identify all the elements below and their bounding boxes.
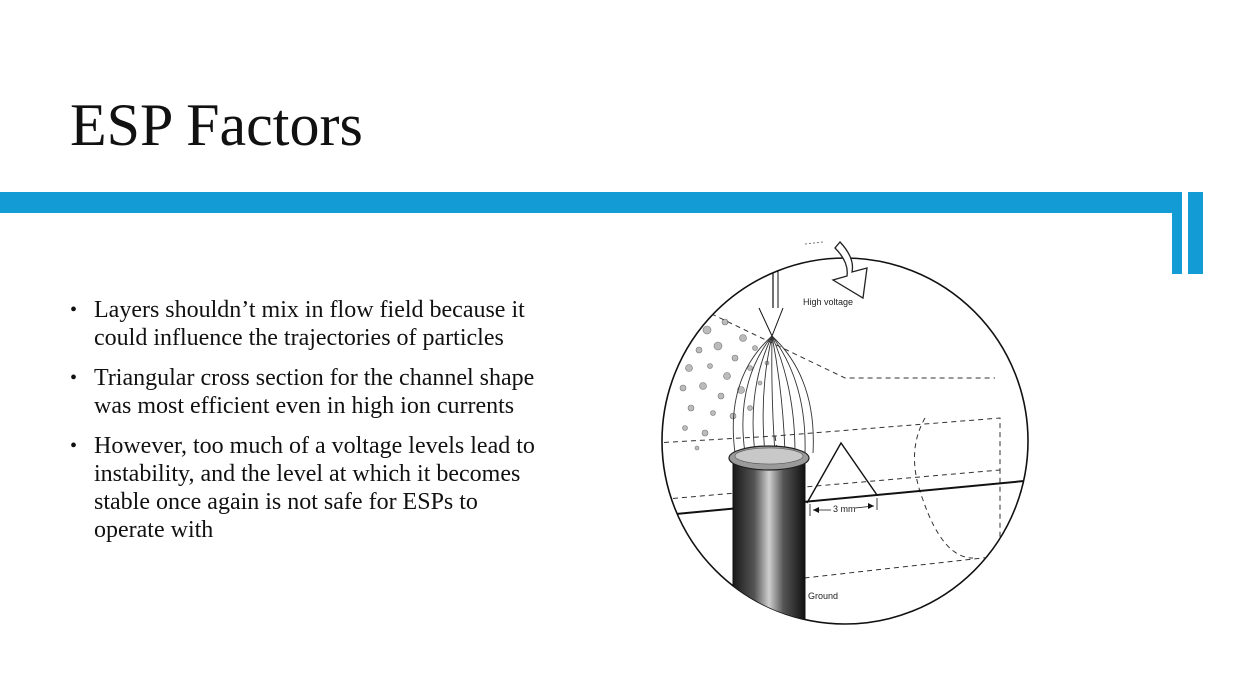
bullet-item-2: Triangular cross section for the channel… xyxy=(70,364,550,420)
esp-diagram: High voltage 3 mm Ground xyxy=(655,238,1035,633)
ground-rod xyxy=(732,459,806,624)
bullet-item-3: However, too much of a voltage levels le… xyxy=(70,432,550,544)
distance-label: 3 mm xyxy=(833,504,856,514)
corona-lines xyxy=(732,335,814,454)
flow-arrow-icon xyxy=(831,241,868,300)
particles xyxy=(679,318,770,451)
high-voltage-label: High voltage xyxy=(803,297,853,307)
bullet-list: Layers shouldn’t mix in flow field becau… xyxy=(70,296,550,556)
ground-label: Ground xyxy=(808,591,838,601)
slide-title: ESP Factors xyxy=(70,92,363,158)
accent-corner xyxy=(1172,192,1182,274)
diagram-circle xyxy=(661,257,1029,625)
accent-right-bar xyxy=(1188,192,1203,274)
bullet-item-1: Layers shouldn’t mix in flow field becau… xyxy=(70,296,550,352)
accent-bar xyxy=(0,192,1172,213)
